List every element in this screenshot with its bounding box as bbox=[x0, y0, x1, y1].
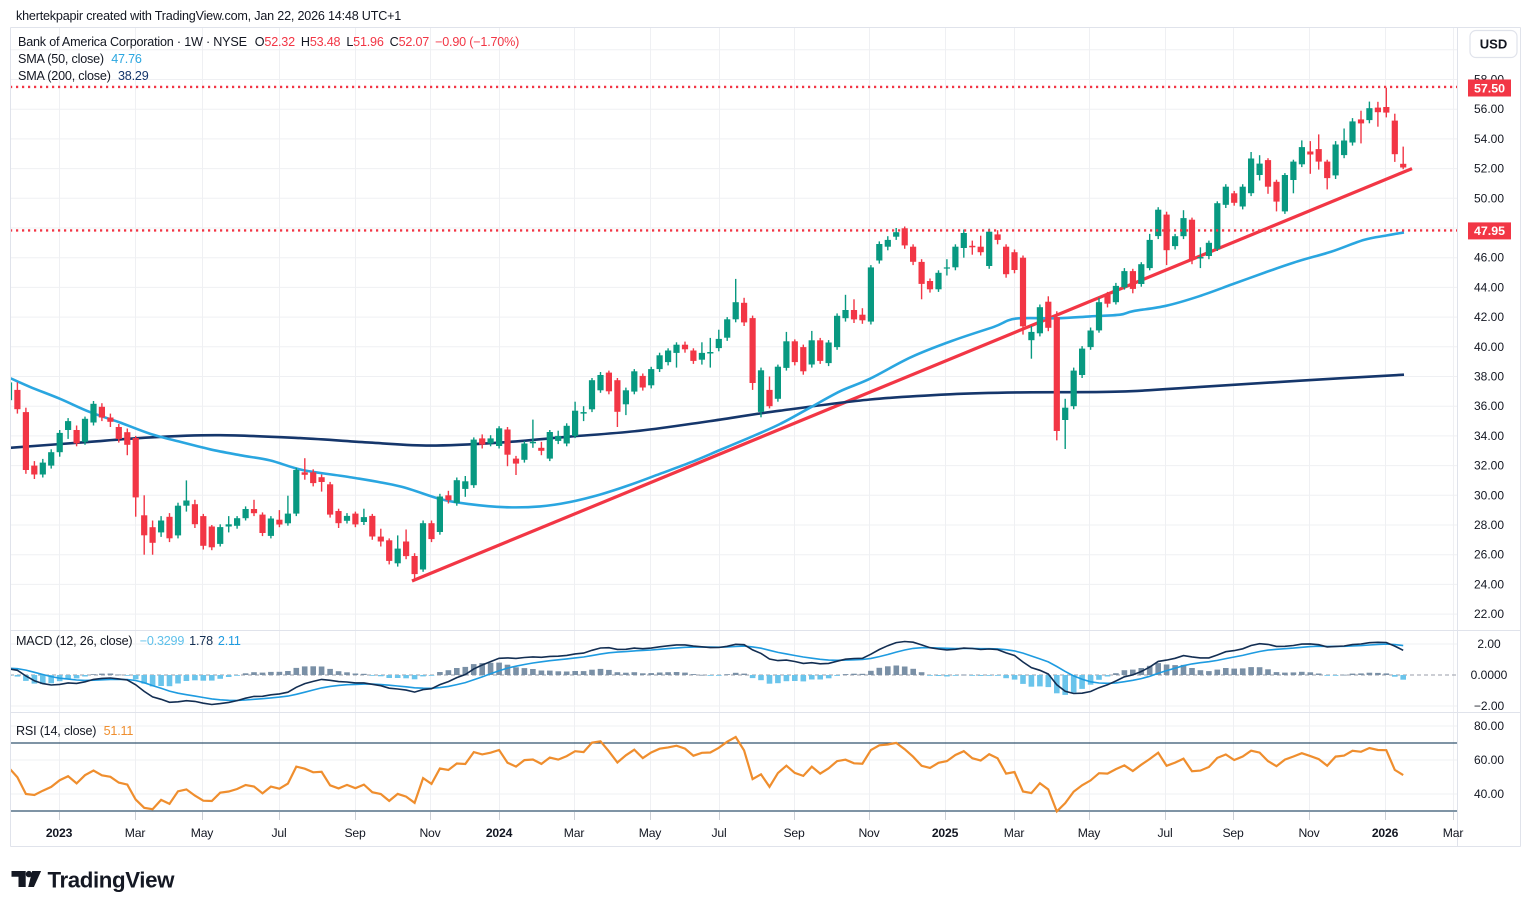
svg-text:Nov: Nov bbox=[858, 826, 880, 840]
svg-text:SMA (200, close) 38.29: SMA (200, close) 38.29 bbox=[18, 69, 149, 83]
svg-text:56.00: 56.00 bbox=[1474, 102, 1504, 116]
svg-text:Mar: Mar bbox=[564, 826, 585, 840]
svg-text:May: May bbox=[1078, 826, 1102, 840]
svg-text:2026: 2026 bbox=[1372, 826, 1399, 840]
svg-text:28.00: 28.00 bbox=[1474, 518, 1504, 532]
svg-text:47.95: 47.95 bbox=[1474, 224, 1505, 238]
svg-text:44.00: 44.00 bbox=[1474, 280, 1504, 294]
svg-text:SMA (50, close) 47.76: SMA (50, close) 47.76 bbox=[18, 52, 142, 66]
svg-text:May: May bbox=[639, 826, 663, 840]
svg-text:Mar: Mar bbox=[1443, 826, 1464, 840]
svg-text:Bank of America Corporation ·: Bank of America Corporation · 1W · NYSE O… bbox=[18, 35, 519, 49]
svg-text:2023: 2023 bbox=[46, 826, 73, 840]
svg-text:TradingView: TradingView bbox=[48, 868, 176, 893]
svg-text:Mar: Mar bbox=[1004, 826, 1025, 840]
svg-text:khertekpapir created with Trad: khertekpapir created with TradingView.co… bbox=[16, 9, 401, 23]
svg-text:2024: 2024 bbox=[486, 826, 513, 840]
svg-text:57.50: 57.50 bbox=[1474, 81, 1505, 95]
svg-text:52.00: 52.00 bbox=[1474, 162, 1504, 176]
svg-text:80.00: 80.00 bbox=[1474, 719, 1504, 733]
svg-text:Nov: Nov bbox=[1298, 826, 1320, 840]
svg-text:60.00: 60.00 bbox=[1474, 753, 1504, 767]
svg-text:38.00: 38.00 bbox=[1474, 370, 1504, 384]
svg-text:Sep: Sep bbox=[344, 826, 366, 840]
svg-text:24.00: 24.00 bbox=[1474, 577, 1504, 591]
svg-text:32.00: 32.00 bbox=[1474, 459, 1504, 473]
svg-text:46.00: 46.00 bbox=[1474, 251, 1504, 265]
svg-text:40.00: 40.00 bbox=[1474, 787, 1504, 801]
svg-text:26.00: 26.00 bbox=[1474, 548, 1504, 562]
svg-text:40.00: 40.00 bbox=[1474, 340, 1504, 354]
svg-text:22.00: 22.00 bbox=[1474, 607, 1504, 621]
svg-text:30.00: 30.00 bbox=[1474, 488, 1504, 502]
svg-text:54.00: 54.00 bbox=[1474, 132, 1504, 146]
svg-text:42.00: 42.00 bbox=[1474, 310, 1504, 324]
svg-text:RSI (14, close) 51.11: RSI (14, close) 51.11 bbox=[16, 724, 133, 738]
svg-text:−2.00: −2.00 bbox=[1474, 699, 1505, 713]
svg-text:36.00: 36.00 bbox=[1474, 399, 1504, 413]
svg-text:Jul: Jul bbox=[1158, 826, 1173, 840]
svg-text:Sep: Sep bbox=[1222, 826, 1244, 840]
svg-text:2025: 2025 bbox=[932, 826, 959, 840]
svg-text:Jul: Jul bbox=[272, 826, 287, 840]
svg-text:USD: USD bbox=[1480, 37, 1507, 52]
svg-text:Nov: Nov bbox=[419, 826, 441, 840]
svg-text:0.0000: 0.0000 bbox=[1471, 668, 1508, 682]
svg-text:2.00: 2.00 bbox=[1477, 637, 1501, 651]
svg-text:Sep: Sep bbox=[783, 826, 805, 840]
svg-text:Jul: Jul bbox=[712, 826, 727, 840]
svg-text:34.00: 34.00 bbox=[1474, 429, 1504, 443]
svg-text:May: May bbox=[191, 826, 215, 840]
svg-text:Mar: Mar bbox=[125, 826, 146, 840]
svg-text:50.00: 50.00 bbox=[1474, 191, 1504, 205]
